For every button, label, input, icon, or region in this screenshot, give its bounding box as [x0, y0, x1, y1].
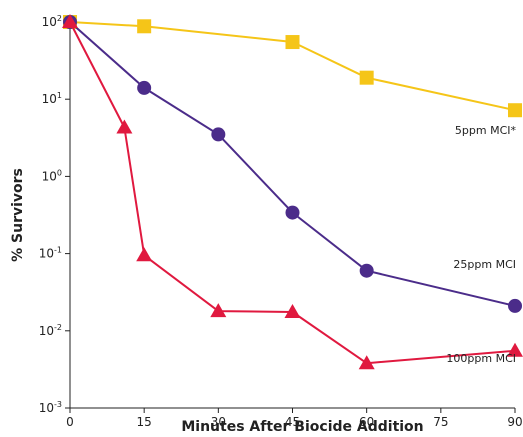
circle-point [137, 80, 152, 95]
x-axis-title: Minutes After Biocide Addition [181, 419, 423, 435]
series-label: 5ppm MCI* [455, 124, 517, 137]
data-series [62, 14, 523, 370]
x-axis-ticks: 0 15 30 45 60 75 90 [66, 408, 523, 429]
circle-point [211, 127, 226, 142]
x-tick-label: 15 [137, 415, 152, 429]
square-point [285, 35, 300, 50]
triangle-point [358, 355, 375, 370]
triangle-point [136, 247, 153, 262]
x-tick-label: 90 [507, 415, 522, 429]
y-tick-label: 10-2 [39, 323, 62, 338]
y-tick-label: 10-1 [39, 246, 62, 261]
y-tick-label: 10-3 [39, 400, 62, 415]
series-label: 25ppm MCI [453, 258, 516, 271]
y-tick-label: 102 [42, 14, 62, 29]
square-point [137, 19, 152, 34]
x-tick-label: 75 [433, 415, 448, 429]
series-triangle [62, 14, 523, 370]
circle-point [359, 263, 374, 278]
y-tick-label: 100 [42, 168, 62, 183]
series-label: 100ppm MCI [446, 352, 516, 365]
series-labels: 5ppm MCI* 25ppm MCI 100ppm MCI [446, 124, 516, 365]
circle-point [285, 205, 300, 220]
circle-point [508, 298, 522, 313]
triangle-point [116, 119, 133, 134]
series-line [69, 21, 516, 307]
x-tick-label: 45 [285, 415, 300, 429]
x-tick-label: 30 [211, 415, 226, 429]
y-axis-ticks: 102 101 100 10-1 10-2 10-3 [39, 14, 70, 415]
square-point [508, 103, 522, 118]
x-tick-label: 60 [359, 415, 374, 429]
y-axis-title: % Survivors [10, 168, 26, 262]
triangle-point [210, 303, 227, 318]
triangle-point [507, 342, 523, 357]
triangle-point [284, 304, 301, 318]
square-point [359, 70, 374, 85]
triangle-point [62, 14, 78, 28]
x-tick-label: 0 [66, 415, 74, 429]
series-square [63, 15, 522, 118]
y-tick-label: 101 [42, 91, 62, 106]
